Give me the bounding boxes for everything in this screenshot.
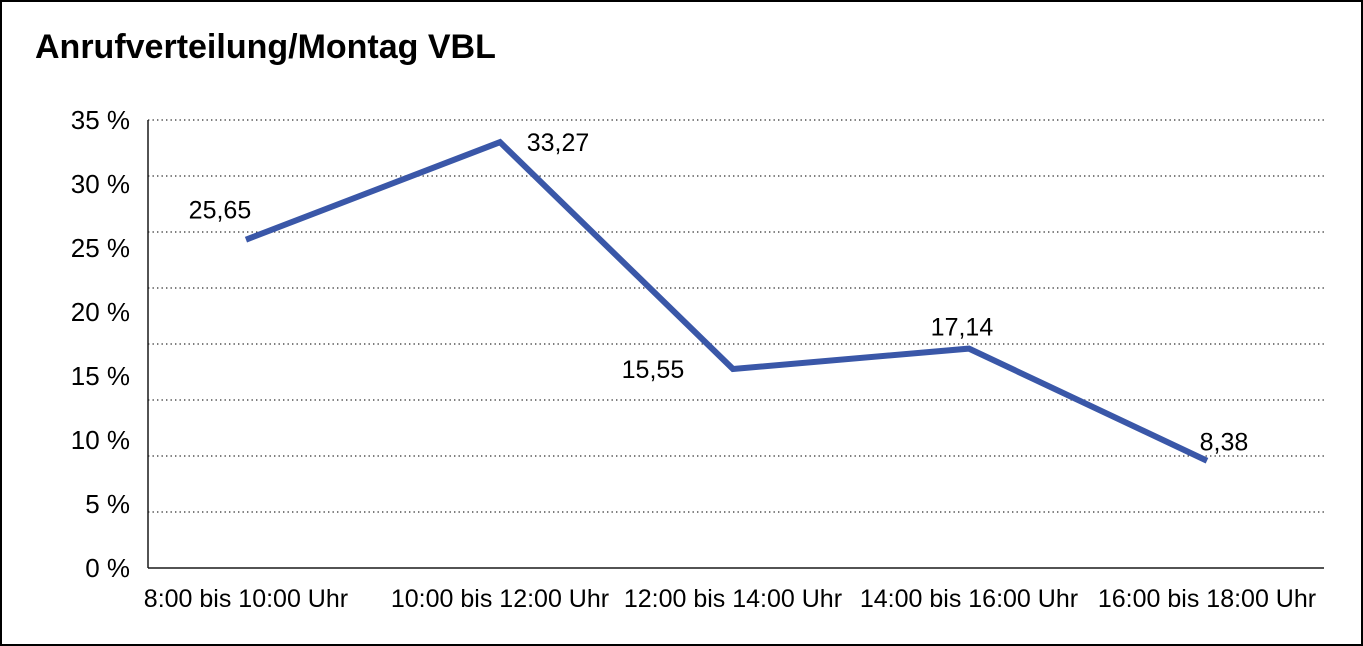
y-tick-label: 0 %	[85, 553, 130, 583]
x-category-label: 12:00 bis 14:00 Uhr	[624, 585, 842, 613]
data-point-label: 33,27	[527, 129, 590, 157]
data-point-label: 25,65	[189, 197, 252, 225]
y-tick-label: 25 %	[71, 233, 130, 263]
y-tick-label: 30 %	[71, 169, 130, 199]
chart-title: Anrufverteilung/Montag VBL	[35, 28, 496, 66]
data-point-label: 8,38	[1200, 429, 1249, 457]
data-series-line	[244, 138, 1209, 464]
data-point-label: 15,55	[622, 356, 685, 384]
y-tick-label: 5 %	[85, 489, 130, 519]
y-tick-label: 10 %	[71, 425, 130, 455]
x-category-label: 10:00 bis 12:00 Uhr	[391, 585, 609, 613]
y-tick-label: 35 %	[71, 105, 130, 135]
data-point-label: 17,14	[931, 314, 994, 342]
y-tick-label: 20 %	[71, 297, 130, 327]
x-category-label: 16:00 bis 18:00 Uhr	[1098, 585, 1316, 613]
y-tick-label: 15 %	[71, 361, 130, 391]
x-category-label: 8:00 bis 10:00 Uhr	[144, 585, 348, 613]
x-category-label: 14:00 bis 16:00 Uhr	[860, 585, 1078, 613]
